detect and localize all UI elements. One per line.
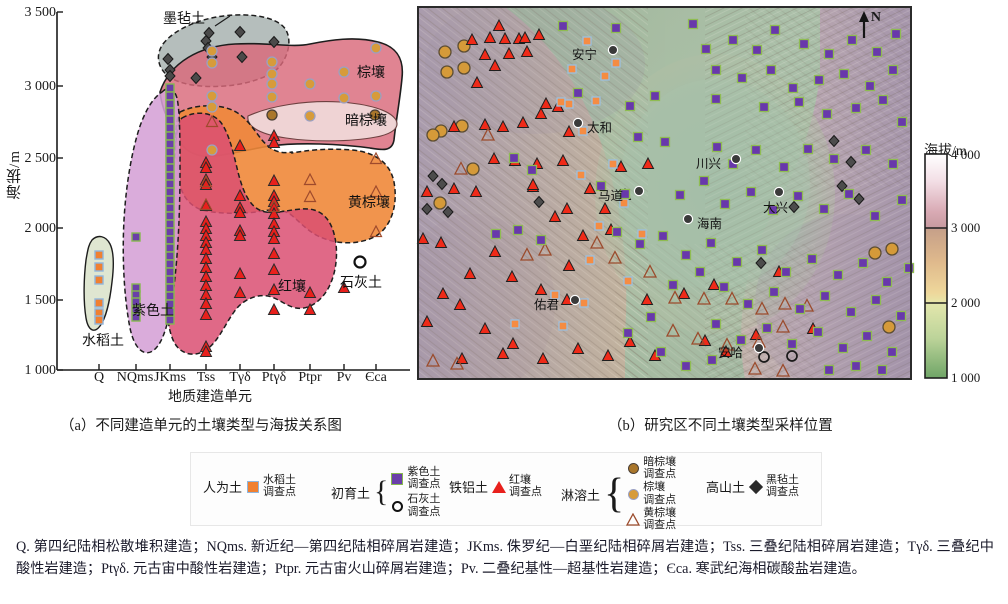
region-label-yellow-brown-soil: 黄棕壤 — [348, 196, 390, 211]
y-tick-2000: 2 000 — [24, 221, 57, 236]
x-tick-cca: Єca — [365, 370, 387, 385]
legend-category-label: 淋溶土 — [561, 487, 601, 503]
place-label-taihe: 太和 — [587, 121, 613, 135]
legend-group-ferralsols: 铁铝土 红壤 调查点 — [449, 474, 546, 499]
y-tick-1000: 1 000 — [24, 363, 57, 378]
map-canvas — [417, 6, 915, 380]
legend-item-line1: 黑毡土 — [766, 474, 800, 486]
x-tick-q: Q — [93, 370, 105, 385]
x-tick-nqms: NQms — [116, 370, 154, 385]
panel-b-sample-map: N 安宁 太和 川兴 大兴 马道 海南 佑君 安哈 — [415, 4, 915, 382]
legend-item-line1: 石灰土 — [407, 493, 441, 506]
x-tick-pv: Pv — [336, 370, 352, 385]
region-label-red-soil: 红壤 — [278, 280, 306, 295]
brace-icon: { — [604, 471, 625, 518]
legend-item-line2: 调查点 — [643, 468, 677, 481]
legend-item-brown-soil: 棕壤 调查点 — [625, 482, 676, 505]
x-tick-tss: Tss — [196, 370, 216, 385]
x-tick-tgd: Tγδ — [229, 370, 251, 385]
legend-group-primitive-soils: 初育土 { 紫色土 调查点 石灰土 调查点 — [331, 466, 444, 518]
legend-item-yellow-brown-soil: 黄棕壤 调查点 — [625, 506, 677, 532]
legend-group-anthrosols: 人为土 水稻土 调查点 — [203, 474, 300, 499]
chart-canvas — [56, 11, 410, 371]
region-label-purple-soil: 紫色土 — [132, 304, 174, 319]
legend-item-paddy-soil: 水稻土 调查点 — [245, 474, 297, 499]
legend-group-alpine-soils: 高山土 黑毡土 调查点 — [706, 474, 803, 499]
region-label-brown-soil: 棕壤 — [357, 66, 385, 81]
legend-item-line2: 调查点 — [263, 486, 297, 499]
square-orange-icon — [245, 479, 261, 495]
place-label-chuanxing: 川兴 — [696, 157, 722, 171]
place-label-anha: 安哈 — [718, 346, 744, 360]
legend-item-line2: 调查点 — [766, 486, 800, 499]
legend-item-line1: 红壤 — [509, 474, 532, 486]
region-dark-brown-soil — [247, 101, 398, 142]
place-label-youjun: 佑君 — [534, 298, 560, 312]
circle-brown-icon — [625, 486, 641, 502]
region-label-limestone-soil: 石灰土 — [340, 276, 382, 291]
subcaption-a: （a）不同建造单元的土壤类型与海拔关系图 — [60, 418, 342, 434]
place-label-hainan: 海南 — [697, 217, 723, 231]
legend-item-line1: 暗棕壤 — [643, 456, 677, 468]
elevation-colorbar — [924, 153, 948, 379]
triangle-open-icon — [625, 512, 641, 528]
figure-footnote: Q. 第四纪陆相松散堆积建造；NQms. 新近纪—第四纪陆相碎屑岩建造；JKms… — [16, 539, 994, 577]
y-tick-3500: 3 500 — [24, 5, 57, 20]
legend-item-line2: 调查点 — [643, 493, 677, 506]
brace-icon: { — [374, 475, 389, 509]
colorbar-tick-1000: 1 000 — [951, 370, 981, 385]
legend-item-line2: 调查点 — [407, 505, 441, 518]
north-label: N — [870, 10, 881, 25]
legend-item-limestone-soil: 石灰土 调查点 — [389, 494, 440, 517]
legend-item-line1: 紫色土 — [407, 466, 441, 478]
y-tick-2500: 2 500 — [24, 151, 57, 166]
subcaption-b: （b）研究区不同土壤类型采样位置 — [608, 418, 833, 434]
legend-item-felt-soil: 黑毡土 调查点 — [748, 474, 800, 499]
legend-item-line1: 水稻土 — [263, 474, 297, 486]
region-label-paddy-soil: 水稻土 — [82, 334, 124, 349]
legend-item-dark-brown-soil: 暗棕壤 调查点 — [625, 456, 677, 481]
circle-open-icon — [389, 498, 405, 514]
legend-item-line2: 调查点 — [509, 486, 543, 499]
legend-group-luvisols: 淋溶土 { 暗棕壤 调查点 棕壤 调查点 — [561, 456, 680, 532]
x-tick-ptpr: Ptpr — [298, 370, 322, 385]
north-arrow-icon — [859, 11, 869, 38]
circle-dark-icon — [625, 461, 641, 477]
legend-item-line2: 调查点 — [643, 519, 677, 532]
region-label-dark-brown-soil: 暗棕壤 — [345, 114, 387, 129]
legend-item-line1: 棕壤 — [643, 481, 666, 494]
square-purple-icon — [389, 471, 405, 487]
triangle-red-icon — [491, 479, 507, 495]
figure-legend: 人为土 水稻土 调查点 初育土 { 紫色土 调查点 — [190, 452, 822, 531]
panel-a-scatter-chart: 海拔/m 3 500 3 000 2 500 2 000 1 500 1 000… — [0, 0, 415, 405]
legend-category-label: 铁铝土 — [449, 480, 489, 496]
y-tick-3000: 3 000 — [24, 79, 57, 94]
legend-item-line2: 调查点 — [407, 478, 441, 491]
legend-category-label: 人为土 — [203, 480, 243, 496]
x-tick-ptgd: Ptγδ — [261, 370, 287, 385]
region-label-felt-soil: 墨毡土 — [163, 12, 205, 27]
x-tick-jkms: JKms — [154, 370, 186, 385]
colorbar-tick-4000: 4 000 — [951, 147, 981, 162]
colorbar-tick-3000: 3 000 — [951, 220, 981, 235]
legend-item-red-soil: 红壤 调查点 — [491, 474, 543, 499]
legend-category-label: 初育土 — [331, 485, 371, 501]
place-label-daxing: 大兴 — [763, 201, 789, 215]
colorbar-tick-2000: 2 000 — [951, 295, 981, 310]
place-label-anning: 安宁 — [572, 48, 598, 62]
place-label-madao: 马道 — [598, 189, 624, 203]
diamond-icon — [748, 479, 764, 495]
legend-category-label: 高山土 — [706, 480, 746, 496]
legend-item-purple-soil: 紫色土 调查点 — [389, 466, 441, 491]
x-axis-title: 地质建造单元 — [168, 390, 252, 405]
legend-item-line1: 黄棕壤 — [643, 506, 677, 519]
y-tick-1500: 1 500 — [24, 293, 57, 308]
